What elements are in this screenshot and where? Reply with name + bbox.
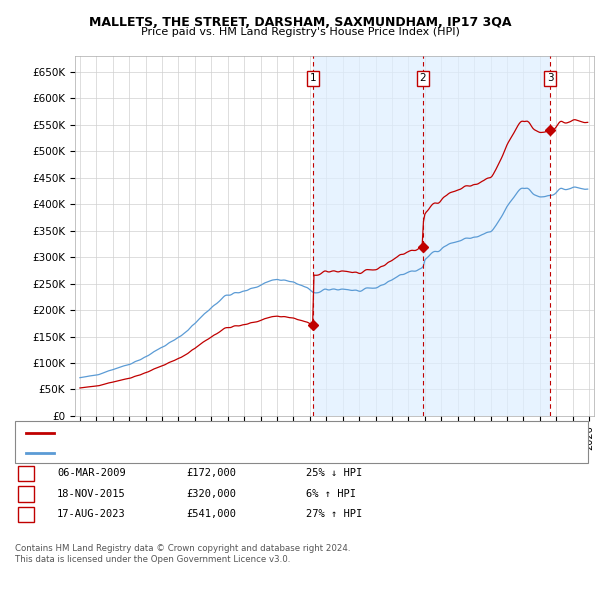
Text: £320,000: £320,000 xyxy=(186,489,236,499)
Text: 18-NOV-2015: 18-NOV-2015 xyxy=(57,489,126,499)
Text: Contains HM Land Registry data © Crown copyright and database right 2024.: Contains HM Land Registry data © Crown c… xyxy=(15,545,350,553)
Text: Price paid vs. HM Land Registry's House Price Index (HPI): Price paid vs. HM Land Registry's House … xyxy=(140,27,460,37)
Text: 2: 2 xyxy=(420,73,427,83)
Text: 06-MAR-2009: 06-MAR-2009 xyxy=(57,468,126,478)
Text: £541,000: £541,000 xyxy=(186,510,236,519)
Text: 27% ↑ HPI: 27% ↑ HPI xyxy=(306,510,362,519)
Text: MALLETS, THE STREET, DARSHAM, SAXMUNDHAM, IP17 3QA: MALLETS, THE STREET, DARSHAM, SAXMUNDHAM… xyxy=(89,16,511,29)
Bar xyxy=(313,56,550,416)
Text: 1: 1 xyxy=(310,73,316,83)
Text: This data is licensed under the Open Government Licence v3.0.: This data is licensed under the Open Gov… xyxy=(15,555,290,564)
Text: 3: 3 xyxy=(547,73,553,83)
Text: MALLETS, THE STREET, DARSHAM, SAXMUNDHAM, IP17 3QA (detached house): MALLETS, THE STREET, DARSHAM, SAXMUNDHAM… xyxy=(60,428,445,438)
Text: 25% ↓ HPI: 25% ↓ HPI xyxy=(306,468,362,478)
Text: 1: 1 xyxy=(22,468,29,478)
Text: HPI: Average price, detached house, East Suffolk: HPI: Average price, detached house, East… xyxy=(60,448,299,457)
Text: 3: 3 xyxy=(22,510,29,519)
Text: 17-AUG-2023: 17-AUG-2023 xyxy=(57,510,126,519)
Text: 2: 2 xyxy=(22,489,29,499)
Text: £172,000: £172,000 xyxy=(186,468,236,478)
Text: 6% ↑ HPI: 6% ↑ HPI xyxy=(306,489,356,499)
